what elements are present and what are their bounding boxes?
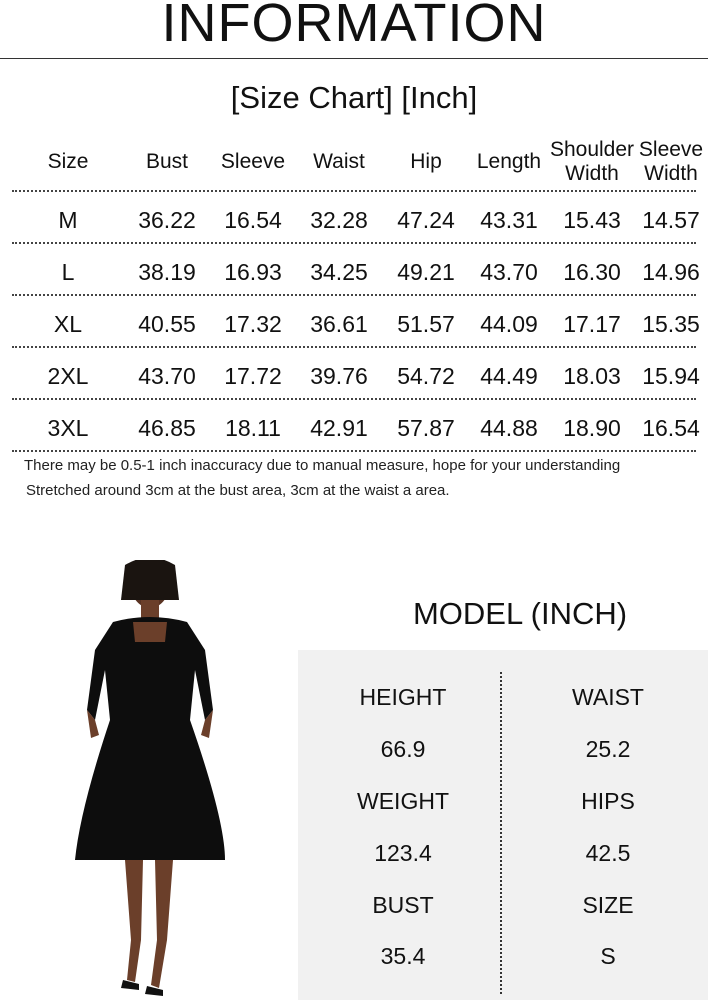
measurement-cell: 38.19 (138, 258, 196, 285)
measurement-cell: 43.70 (138, 362, 196, 389)
table-row: M 36.22 16.54 32.28 47.24 43.31 15.43 14.57 (12, 192, 700, 244)
table-row: L 38.19 16.93 34.25 49.21 43.70 16.30 14.96 (12, 244, 700, 296)
table-header: Size Bust Sleeve Waist Hip Length Should… (12, 134, 703, 192)
measurement-cell: 16.54 (224, 206, 282, 233)
measurement-cell: 57.87 (397, 414, 455, 441)
measurement-cell: 16.54 (642, 414, 700, 441)
column-header: Hip (410, 150, 442, 173)
measurement-cell: 14.57 (642, 206, 700, 233)
column-header: Length (476, 150, 542, 173)
model-weight-value: 123.4 (374, 840, 432, 866)
measurement-cell: 32.28 (310, 206, 368, 233)
note-stretch: Stretched around 3cm at the bust area, 3… (26, 482, 450, 499)
measurement-cell: 14.96 (642, 258, 700, 285)
page-title: INFORMATION (161, 0, 547, 53)
measurement-cell: 36.22 (138, 206, 196, 233)
column-header: Waist (313, 150, 365, 173)
table-row: 2XL 43.70 17.72 39.76 54.72 44.49 18.03 15.94 (12, 348, 700, 400)
column-header: Size (47, 150, 89, 173)
size-cell: 3XL (47, 414, 89, 441)
measurement-cell: 17.32 (224, 310, 282, 337)
measurement-cell: 54.72 (397, 362, 455, 389)
model-size-value: S (600, 943, 616, 969)
measurement-cell: 36.61 (310, 310, 368, 337)
model-waist-label: WAIST (572, 684, 644, 710)
table-row: 3XL 46.85 18.11 42.91 57.87 44.88 18.90 16.54 (12, 400, 700, 452)
measurement-cell: 16.30 (563, 258, 621, 285)
measurement-cell: 40.55 (138, 310, 196, 337)
measurement-cell: 44.49 (480, 362, 538, 389)
model-photo (75, 560, 225, 996)
measurement-cell: 15.94 (642, 362, 700, 389)
measurement-cell: 47.24 (397, 206, 455, 233)
model-title: MODEL (INCH) (412, 596, 628, 631)
column-header: Bust (145, 150, 189, 173)
table-row: XL 40.55 17.32 36.61 51.57 44.09 17.17 15.35 (12, 296, 700, 348)
column-header: Sleeve Width (638, 138, 704, 185)
column-header: Sleeve (220, 150, 286, 173)
measurement-cell: 44.88 (480, 414, 538, 441)
measurement-cell: 34.25 (310, 258, 368, 285)
measurement-cell: 43.70 (480, 258, 538, 285)
measurement-cell: 42.91 (310, 414, 368, 441)
measurement-cell: 18.11 (225, 414, 281, 441)
measurement-cell: 15.43 (563, 206, 621, 233)
panel-divider (500, 672, 502, 994)
measurement-cell: 51.57 (397, 310, 455, 337)
size-cell: XL (53, 310, 83, 337)
model-figure (75, 560, 225, 996)
measurement-cell: 39.76 (310, 362, 368, 389)
size-chart-title: [Size Chart] [Inch] (230, 80, 478, 115)
model-waist-value: 25.2 (585, 736, 631, 762)
measurement-cell: 15.35 (642, 310, 700, 337)
measurement-cell: 43.31 (480, 206, 538, 233)
model-height-label: HEIGHT (359, 684, 447, 710)
note-inaccuracy: There may be 0.5-1 inch inaccuracy due t… (24, 457, 621, 474)
measurement-cell: 18.03 (563, 362, 621, 389)
title-divider (0, 58, 708, 59)
model-bust-label: BUST (372, 892, 434, 918)
size-cell: M (58, 206, 78, 233)
measurement-cell: 49.21 (397, 258, 455, 285)
measurement-cell: 17.72 (224, 362, 282, 389)
size-cell: 2XL (47, 362, 89, 389)
model-size-label: SIZE (582, 892, 634, 918)
model-measurements-panel (298, 650, 708, 1000)
measurement-cell: 16.93 (224, 258, 282, 285)
size-cell: L (61, 258, 75, 285)
measurement-cell: 17.17 (563, 310, 621, 337)
model-height-value: 66.9 (380, 736, 426, 762)
model-hips-label: HIPS (581, 788, 635, 814)
model-hips-value: 42.5 (585, 840, 631, 866)
size-chart-table: Size Bust Sleeve Waist Hip Length Should… (12, 134, 703, 452)
measurement-cell: 44.09 (480, 310, 538, 337)
measurement-cell: 18.90 (563, 414, 621, 441)
model-weight-label: WEIGHT (357, 788, 449, 814)
model-bust-value: 35.4 (380, 943, 426, 969)
column-header: Shoulder Width (549, 138, 635, 185)
measurement-cell: 46.85 (138, 414, 196, 441)
